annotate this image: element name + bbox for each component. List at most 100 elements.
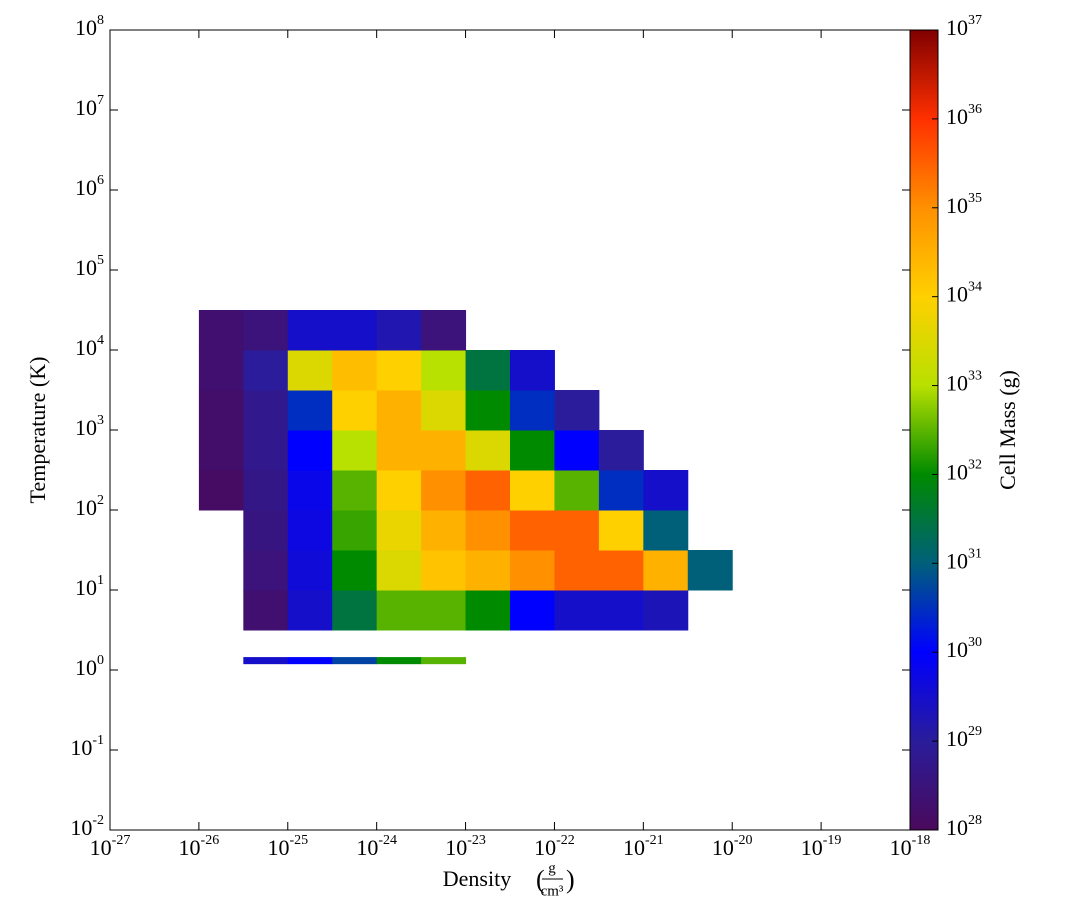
heatmap-cell [287,350,333,391]
x-unit-denominator: cm³ [541,883,564,899]
heatmap-cell [421,657,467,665]
colorbar-tick-label: 1030 [946,635,982,662]
x-tick-label: 10-22 [534,833,575,860]
x-tick-label-base: 10 [356,835,378,860]
y-tick-label-exponent: 8 [97,13,104,28]
heatmap-cell [198,310,244,351]
y-tick-label: 101 [75,573,104,600]
y-tick-label: 105 [75,253,104,280]
heatmap-cell [332,510,378,551]
y-tick-label-exponent: 4 [97,333,104,348]
colorbar-tick-label-exponent: 31 [968,547,982,562]
colorbar-tick-label: 1031 [946,547,982,574]
heatmap-cell [198,390,244,431]
colorbar-tick-label-exponent: 29 [968,724,982,739]
heatmap-cell [198,470,244,511]
heatmap-cell [376,590,422,631]
x-unit-numerator: g [548,860,556,876]
heatmap [198,310,733,665]
heatmap-cell [421,310,467,351]
y-tick-label: 108 [75,13,104,40]
heatmap-cell [421,590,467,631]
x-tick-label: 10-21 [623,833,664,860]
x-tick-label-base: 10 [267,835,289,860]
heatmap-cell [287,430,333,471]
heatmap-cell [465,390,511,431]
heatmap-cell [465,550,511,591]
colorbar-tick-label-base: 10 [946,282,968,307]
heatmap-cell [465,470,511,511]
colorbar-tick-label-exponent: 35 [968,191,982,206]
y-tick-label-exponent: -1 [92,733,104,748]
x-tick-label-exponent: -19 [823,833,842,848]
colorbar-tick-label: 1036 [946,102,982,129]
y-tick-label-base: 10 [75,255,97,280]
heatmap-cell [509,390,555,431]
heatmap-cell [332,590,378,631]
x-tick-label: 10-25 [267,833,308,860]
heatmap-cell [465,590,511,631]
heatmap-cell [332,657,378,665]
heatmap-cell [554,470,600,511]
colorbar-tick-label: 1032 [946,458,982,485]
colorbar-tick-label: 1033 [946,369,982,396]
heatmap-cell [598,550,644,591]
heatmap-cell [509,510,555,551]
heatmap-cell [554,430,600,471]
heatmap-cell [598,430,644,471]
colorbar-tick-label-base: 10 [946,104,968,129]
heatmap-cell [376,510,422,551]
y-tick-label-base: 10 [75,175,97,200]
heatmap-cell [376,310,422,351]
heatmap-cell [509,430,555,471]
heatmap-cell [509,350,555,391]
heatmap-cell [332,550,378,591]
colorbar-tick-label-exponent: 34 [968,280,982,295]
heatmap-cell [598,470,644,511]
heatmap-cell [332,430,378,471]
heatmap-cell [376,657,422,665]
heatmap-cell [598,590,644,631]
y-tick-label-exponent: 6 [97,173,104,188]
colorbar-tick-label: 1029 [946,724,982,751]
x-tick-label-base: 10 [890,835,912,860]
heatmap-cell [243,510,289,551]
x-tick-label: 10-19 [801,833,842,860]
y-tick-label: 10-1 [70,733,104,760]
colorbar-label: Cell Mass (g) [995,370,1020,490]
colorbar-tick-label-base: 10 [946,548,968,573]
x-tick-label-exponent: -26 [201,833,220,848]
colorbar-tick-label-base: 10 [946,193,968,218]
x-tick-label-exponent: -25 [289,833,308,848]
heatmap-cell [243,657,289,665]
x-tick-label-base: 10 [534,835,556,860]
colorbar-tick-label-base: 10 [946,726,968,751]
y-tick-label-exponent: 3 [97,413,104,428]
heatmap-cell [421,390,467,431]
colorbar-tick-label-exponent: 37 [968,13,982,28]
x-tick-label-exponent: -18 [912,833,931,848]
heatmap-cell [287,510,333,551]
y-tick-label: 102 [75,493,104,520]
heatmap-cell [287,390,333,431]
y-tick-label: 106 [75,173,104,200]
paren: ) [566,865,575,894]
heatmap-cell [287,657,333,665]
heatmap-cell [287,590,333,631]
x-tick-label-base: 10 [179,835,201,860]
x-tick-label: 10-18 [890,833,931,860]
y-tick-label: 10-2 [70,813,104,840]
heatmap-cell [598,510,644,551]
y-tick-label-base: 10 [75,15,97,40]
heatmap-cell [287,550,333,591]
y-tick-label-exponent: 0 [97,653,104,668]
x-tick-label-base: 10 [712,835,734,860]
heatmap-cell [465,430,511,471]
heatmap-cell [421,550,467,591]
x-tick-label: 10-24 [356,833,397,860]
colorbar-tick-label-exponent: 32 [968,458,982,473]
x-tick-label-exponent: -22 [556,833,575,848]
y-tick-label-base: 10 [75,415,97,440]
heatmap-cell [465,350,511,391]
heatmap-cell [243,350,289,391]
